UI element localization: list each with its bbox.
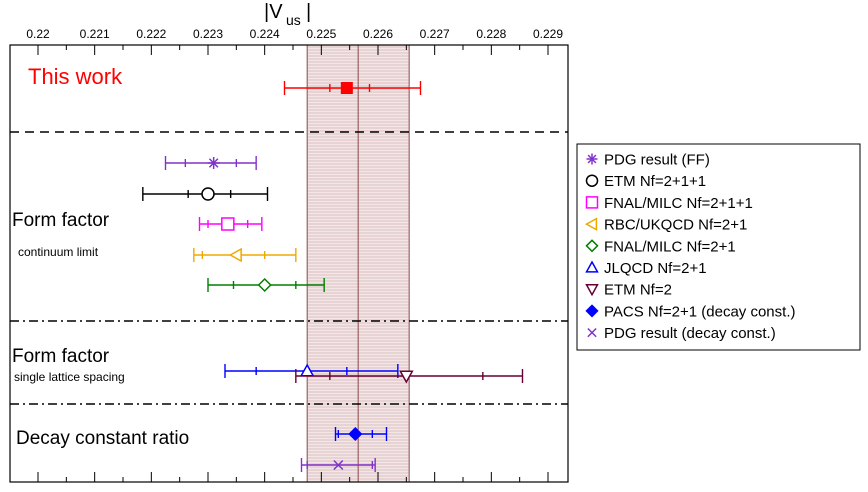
- x-tick-label: 0.224: [250, 27, 280, 41]
- legend-entry-label: PACS Nf=2+1 (decay const.): [604, 303, 795, 320]
- legend-entry-label: ETM Nf=2: [604, 282, 672, 299]
- data-point: [166, 156, 257, 170]
- legend-entry: ETM Nf=2+1+1: [587, 173, 707, 190]
- section-label-form-factor-continuum: Form factor: [12, 210, 110, 231]
- legend-entry: JLQCD Nf=2+1: [587, 260, 707, 277]
- section-label-decay-constant: Decay constant ratio: [16, 428, 189, 449]
- section-label-form-factor-single: Form factor: [12, 346, 110, 367]
- axis-title-sub: us: [286, 12, 301, 28]
- section-sublabel-single-spacing: single lattice spacing: [14, 370, 125, 384]
- pdg-band-layer: [307, 45, 409, 482]
- legend-entry-label: FNAL/MILC Nf=2+1: [604, 238, 736, 255]
- legend-entry-label: FNAL/MILC Nf=2+1+1: [604, 195, 753, 212]
- marker-open-diamond: [259, 279, 271, 291]
- marker-open-square: [587, 197, 598, 208]
- legend-entry: FNAL/MILC Nf=2+1+1: [587, 195, 753, 212]
- legend-entry: PACS Nf=2+1 (decay const.): [587, 303, 796, 320]
- axis-title: |V us |: [264, 1, 311, 28]
- section-sublabel-continuum-limit: continuum limit: [18, 245, 99, 259]
- section-layer: This work Form factor continuum limit Fo…: [12, 64, 189, 449]
- legend-entry: PDG result (decay const.): [588, 325, 776, 342]
- legend-entry: PDG result (FF): [587, 152, 710, 169]
- data-point: [194, 248, 296, 262]
- data-point: [200, 217, 262, 231]
- section-label-this-work: This work: [28, 64, 123, 89]
- axis-title-close: |: [306, 1, 311, 23]
- marker-open-circle: [587, 175, 598, 186]
- x-tick-label: 0.228: [476, 27, 506, 41]
- x-tick-label: 0.225: [306, 27, 336, 41]
- plot-frame-layer: [10, 45, 568, 482]
- data-point: [143, 187, 268, 201]
- axis-title-main: |V: [264, 1, 283, 23]
- legend: PDG result (FF) ETM Nf=2+1+1 FNAL/MILC Nf=…: [577, 144, 860, 350]
- x-tick-label: 0.22: [26, 27, 50, 41]
- marker-open-square: [222, 218, 234, 230]
- x-tick-label: 0.223: [193, 27, 223, 41]
- marker-triangle-left: [230, 249, 241, 261]
- marker-filled-square: [341, 82, 353, 94]
- legend-entry-label: RBC/UKQCD Nf=2+1: [604, 217, 747, 234]
- legend-entry: RBC/UKQCD Nf=2+1: [587, 217, 748, 234]
- x-tick-label: 0.221: [80, 27, 110, 41]
- legend-entry-label: JLQCD Nf=2+1: [604, 260, 707, 277]
- legend-entry-label: PDG result (decay const.): [604, 325, 776, 342]
- marker-open-circle: [202, 188, 214, 200]
- x-tick-label: 0.227: [420, 27, 450, 41]
- x-tick-label: 0.222: [136, 27, 166, 41]
- legend-entry-label: PDG result (FF): [604, 152, 710, 169]
- plot-frame: [10, 45, 568, 482]
- legend-entry: FNAL/MILC Nf=2+1: [587, 238, 736, 255]
- x-tick-label: 0.229: [533, 27, 563, 41]
- x-tick-label: 0.226: [363, 27, 393, 41]
- legend-entry-label: ETM Nf=2+1+1: [604, 173, 706, 190]
